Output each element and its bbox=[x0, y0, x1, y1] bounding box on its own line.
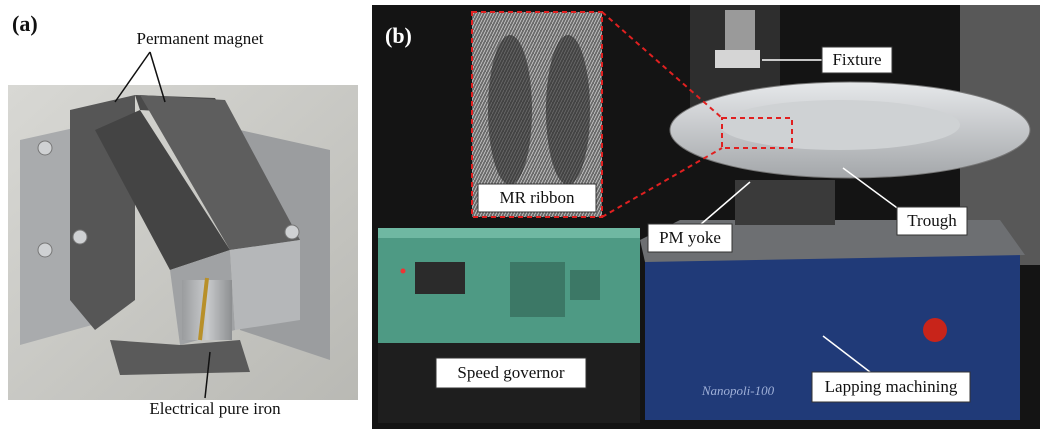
annotation: Fixture bbox=[832, 50, 881, 69]
governor-top bbox=[378, 228, 640, 238]
trough-inner bbox=[720, 100, 960, 150]
annotation: Lapping machining bbox=[825, 377, 958, 396]
panel-label: (b) bbox=[385, 23, 412, 48]
annotation: Permanent magnet bbox=[137, 29, 264, 48]
annotation: Trough bbox=[907, 211, 957, 230]
screw bbox=[38, 141, 52, 155]
annotation: PM yoke bbox=[659, 228, 721, 247]
inset-detail bbox=[488, 35, 532, 185]
inset-detail bbox=[546, 35, 590, 185]
screw bbox=[73, 230, 87, 244]
spindle bbox=[725, 10, 755, 55]
panel-b: (b) MR ribbon Fixture Trough PM yoke Spe… bbox=[372, 5, 1040, 429]
screw bbox=[285, 225, 299, 239]
pm-yoke-body bbox=[735, 180, 835, 225]
panel-a: (a) Permanent magnet Electrical pure iro… bbox=[8, 11, 358, 418]
keypad bbox=[510, 262, 565, 317]
magnet-front-right bbox=[230, 240, 300, 330]
machine-brand: Nanopoli-100 bbox=[701, 383, 775, 398]
iron-base bbox=[110, 340, 250, 375]
keypad bbox=[570, 270, 600, 300]
fixture-part bbox=[715, 50, 760, 68]
inset-label: MR ribbon bbox=[499, 188, 575, 207]
annotation: Electrical pure iron bbox=[149, 399, 281, 418]
panel-label: (a) bbox=[12, 11, 38, 36]
annotation: Speed governor bbox=[457, 363, 565, 382]
figure: (a) Permanent magnet Electrical pure iro… bbox=[0, 0, 1040, 429]
led bbox=[401, 269, 406, 274]
screw bbox=[38, 243, 52, 257]
red-button bbox=[923, 318, 947, 342]
display bbox=[415, 262, 465, 294]
